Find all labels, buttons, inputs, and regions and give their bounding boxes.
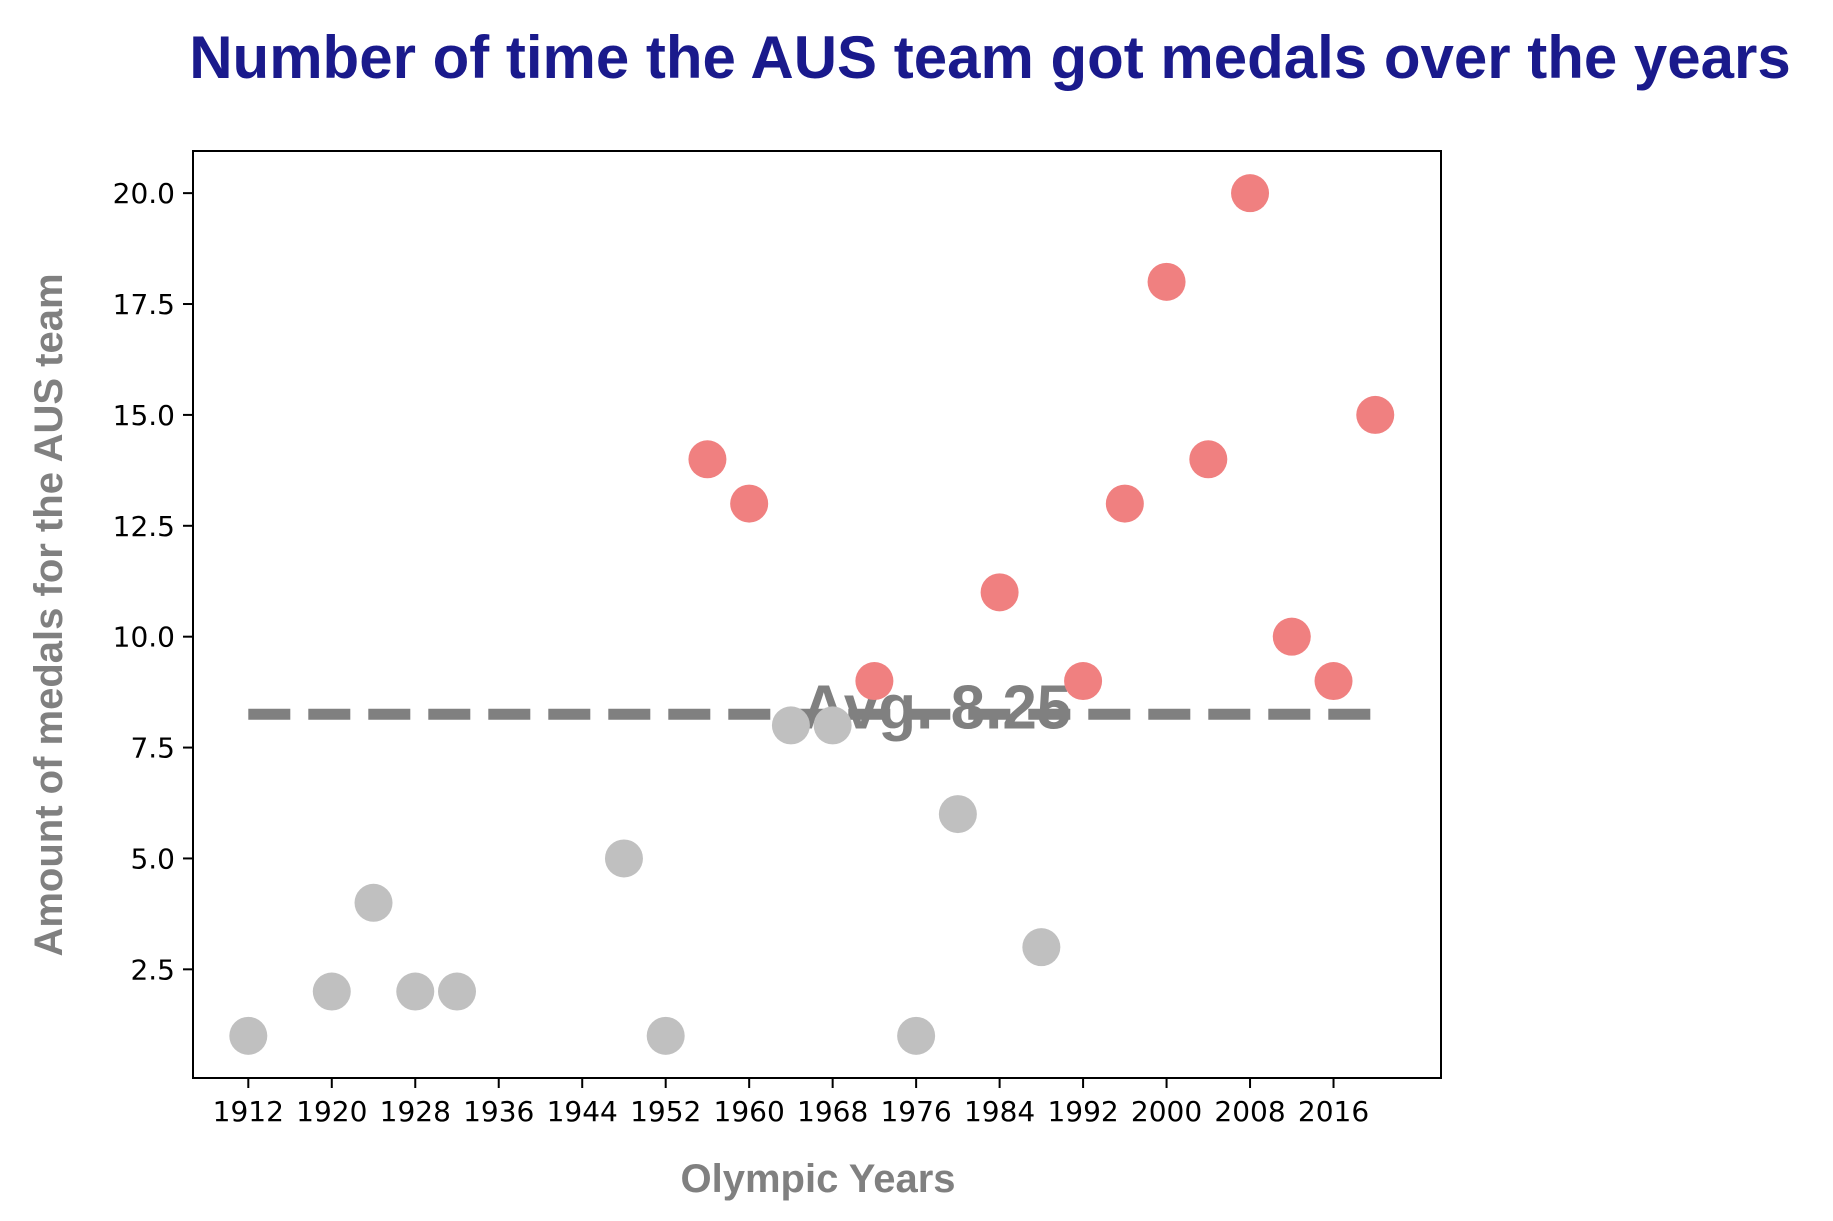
- data-point: [1022, 928, 1061, 967]
- data-point: [312, 972, 351, 1011]
- x-tick-label: 1920: [296, 1095, 367, 1128]
- x-tick-label: 1992: [1047, 1095, 1118, 1128]
- y-tick-label: 5.0: [130, 842, 175, 875]
- data-point: [396, 972, 435, 1011]
- data-point: [813, 706, 852, 745]
- x-axis-title: Olympic Years: [681, 1157, 956, 1201]
- data-point: [688, 440, 727, 479]
- x-tick-label: 1968: [797, 1095, 868, 1128]
- chart-title: Number of time the AUS team got medals o…: [189, 24, 1791, 91]
- data-point: [438, 972, 476, 1011]
- data-point: [1189, 440, 1228, 479]
- data-point: [354, 883, 393, 922]
- x-tick-label: 1944: [547, 1095, 618, 1128]
- data-point: [1272, 617, 1311, 656]
- x-tick-label: 1960: [714, 1095, 785, 1128]
- x-axis-ticks: 1912 1920 1928 1936 1944 1952 1960 1968 1976 1984…: [213, 1078, 1369, 1128]
- data-point: [1356, 395, 1395, 434]
- x-tick-label: 1952: [630, 1095, 701, 1128]
- y-tick-label: 10.0: [113, 621, 175, 654]
- data-point: [604, 839, 643, 878]
- data-points: [229, 174, 1395, 1055]
- x-tick-label: 2016: [1298, 1095, 1369, 1128]
- y-tick-label: 17.5: [113, 288, 175, 321]
- data-point: [1314, 662, 1353, 701]
- x-tick-label: 1976: [880, 1095, 951, 1128]
- data-point: [771, 706, 810, 745]
- average-line-group: Avg. 8.25: [248, 673, 1376, 742]
- x-tick-label: 1928: [380, 1095, 451, 1128]
- data-point: [229, 1016, 268, 1055]
- y-tick-label: 15.0: [113, 399, 175, 432]
- data-point: [646, 1016, 685, 1055]
- y-tick-label: 2.5: [130, 953, 175, 986]
- x-tick-label: 1912: [213, 1095, 284, 1128]
- y-tick-label: 20.0: [113, 177, 175, 210]
- x-tick-label: 1984: [964, 1095, 1035, 1128]
- x-tick-label: 2000: [1131, 1095, 1202, 1128]
- data-point: [1231, 174, 1270, 213]
- y-tick-label: 7.5: [130, 732, 175, 765]
- data-point: [730, 484, 769, 523]
- data-point: [855, 662, 894, 701]
- y-axis-title: Amount of medals for the AUS team: [27, 273, 71, 956]
- data-point: [980, 573, 1019, 612]
- data-point: [1147, 262, 1186, 301]
- plot-area-frame: [192, 150, 1442, 1079]
- y-tick-label: 12.5: [113, 510, 175, 543]
- data-point: [1064, 662, 1103, 701]
- data-point: [1105, 484, 1144, 523]
- x-tick-label: 2008: [1214, 1095, 1285, 1128]
- data-point: [938, 795, 977, 834]
- data-point: [897, 1016, 936, 1055]
- x-tick-label: 1936: [463, 1095, 534, 1128]
- y-axis-ticks: 2.5 5.0 7.5 10.0 12.5 15.0 17.5 20.0: [113, 177, 193, 986]
